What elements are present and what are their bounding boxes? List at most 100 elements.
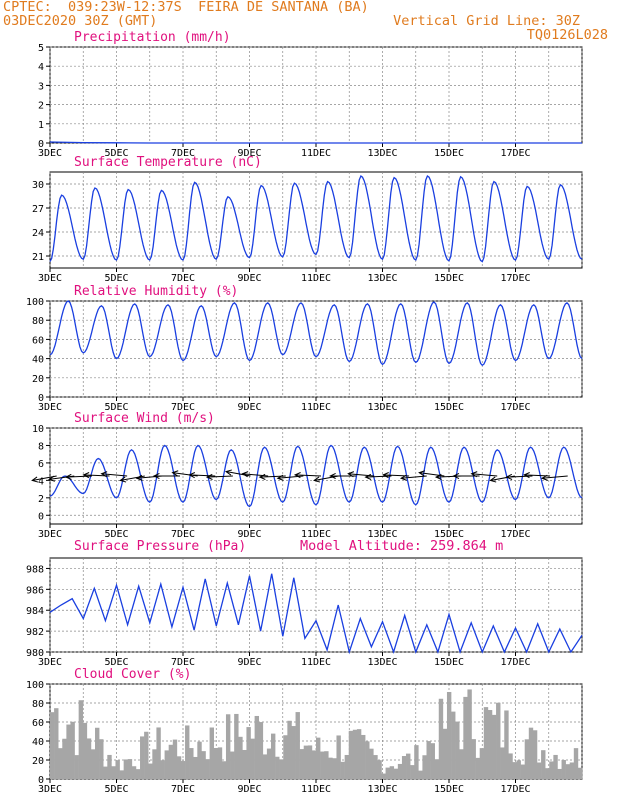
wind-arrow xyxy=(314,475,339,481)
y-tick-label: 30 xyxy=(32,180,44,191)
y-tick-label: 2 xyxy=(38,494,44,505)
wind-arrow-head xyxy=(399,474,407,481)
cloud-bar xyxy=(135,769,141,779)
cloud-bar xyxy=(536,762,542,779)
cloud-bar xyxy=(50,712,55,779)
x-tick-label: 5DEC xyxy=(104,402,128,413)
x-tick-label: 7DEC xyxy=(171,148,195,159)
panel-title-0: Precipitation (mm/h) xyxy=(74,30,231,45)
x-tick-label: 9DEC xyxy=(237,273,261,284)
cloud-bar xyxy=(213,748,219,779)
wind-arrow xyxy=(101,473,128,477)
x-tick-label: 11DEC xyxy=(301,784,331,795)
cloud-bar xyxy=(512,762,517,779)
cloud-bar xyxy=(242,749,247,779)
cloud-bar xyxy=(287,720,292,779)
cloud-bar xyxy=(270,733,276,779)
cloud-bar xyxy=(414,745,419,779)
cloud-bar xyxy=(561,759,566,779)
cloud-bar xyxy=(467,689,472,779)
wind-arrow-head xyxy=(258,473,266,480)
cloud-bar xyxy=(246,727,251,779)
x-tick-label: 13DEC xyxy=(367,784,397,795)
wind-arrow-head xyxy=(135,474,143,481)
y-tick-label: 100 xyxy=(26,297,44,308)
panel-title-3: Surface Wind (m/s) xyxy=(74,411,215,426)
cloud-bar xyxy=(361,734,366,779)
panel-title-2: Relative Humidity (%) xyxy=(74,284,238,299)
y-tick-label: 10 xyxy=(32,424,44,435)
cloud-bar xyxy=(279,759,284,779)
x-tick-label: 17DEC xyxy=(500,402,530,413)
cloud-bar xyxy=(95,727,100,779)
wind-arrow-head xyxy=(540,474,548,481)
y-tick-label: 60 xyxy=(32,335,44,346)
cloud-bar xyxy=(577,767,583,779)
wind-arrow xyxy=(120,475,145,481)
series-line-3 xyxy=(49,444,583,508)
cloud-bar xyxy=(176,756,182,779)
wind-arrow-head xyxy=(329,472,336,480)
cloud-bar xyxy=(82,722,88,779)
cloud-bar xyxy=(209,727,214,779)
panel-frame-4 xyxy=(49,557,583,653)
x-tick-label: 15DEC xyxy=(434,402,464,413)
cloud-bar xyxy=(217,747,223,779)
wind-arrow-head xyxy=(523,472,530,479)
cloud-bar xyxy=(496,702,501,779)
cloud-bar xyxy=(336,735,341,779)
wind-arrow xyxy=(506,475,533,478)
cloud-bar xyxy=(148,763,153,779)
cloud-bar xyxy=(524,739,530,779)
x-tick-label: 7DEC xyxy=(171,402,195,413)
cloud-bar xyxy=(397,763,403,779)
y-tick-label: 1 xyxy=(38,120,44,131)
wind-arrow xyxy=(206,475,233,478)
wind-arrow-head xyxy=(64,473,72,480)
y-tick-label: 6 xyxy=(38,459,44,470)
cloud-bar xyxy=(316,737,321,779)
cloud-bar xyxy=(430,743,435,779)
cloud-bar xyxy=(516,760,521,779)
wind-arrow-head xyxy=(505,473,513,480)
wind-arrow-head xyxy=(152,472,160,480)
cloud-bar xyxy=(344,754,350,779)
wind-arrow-head xyxy=(364,473,372,480)
series-line-4 xyxy=(49,573,583,655)
wind-arrow xyxy=(295,474,322,477)
cloud-bar xyxy=(377,760,382,779)
cloud-bar xyxy=(406,753,411,779)
cloud-bar xyxy=(123,759,129,779)
wind-arrow xyxy=(365,475,392,478)
cloud-bar xyxy=(185,725,190,779)
cloud-bar xyxy=(434,759,440,779)
x-tick-label: 13DEC xyxy=(367,657,397,668)
y-tick-label: 8 xyxy=(38,441,44,452)
cloud-bar xyxy=(58,748,63,779)
cloud-bar xyxy=(528,727,534,779)
y-tick-label: 40 xyxy=(32,737,44,748)
cloud-bar xyxy=(230,751,235,779)
cloud-bar xyxy=(557,768,562,779)
cloud-bar xyxy=(311,750,317,779)
cloud-bar xyxy=(221,761,227,779)
cloud-bar xyxy=(197,741,202,779)
x-tick-label: 9DEC xyxy=(237,657,261,668)
x-tick-label: 5DEC xyxy=(104,529,128,540)
cloud-bar xyxy=(483,707,489,779)
x-tick-label: 13DEC xyxy=(367,402,397,413)
wind-arrow-head xyxy=(119,476,127,483)
cloud-bar xyxy=(508,753,513,779)
wind-arrow-head xyxy=(489,476,497,483)
cloud-bar xyxy=(180,761,186,779)
x-tick-label: 13DEC xyxy=(367,148,397,159)
x-tick-label: 7DEC xyxy=(171,273,195,284)
cloud-bar xyxy=(193,756,198,779)
y-tick-label: 80 xyxy=(32,699,44,710)
cloud-bar xyxy=(479,748,485,779)
y-tick-label: 0 xyxy=(38,139,44,150)
y-tick-label: 40 xyxy=(32,355,44,366)
y-tick-label: 0 xyxy=(38,393,44,404)
cloud-bar xyxy=(451,711,456,779)
cloud-bar xyxy=(324,751,329,779)
